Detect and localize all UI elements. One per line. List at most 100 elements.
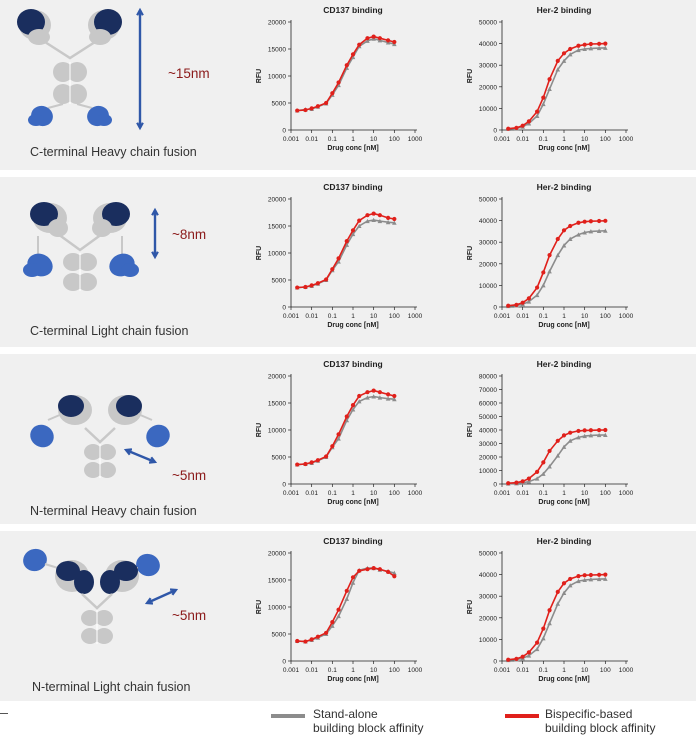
fc-domain <box>84 462 102 478</box>
data-point-bispecific <box>588 219 593 224</box>
chart-6: Her-2 binding 0 10000 20000 30000 40000 50000 6… <box>467 359 634 506</box>
y-tick-label: 30000 <box>479 240 497 247</box>
data-point-bispecific <box>357 218 362 223</box>
series-line-standalone <box>297 395 395 466</box>
data-point-standalone <box>392 570 397 575</box>
legend-bispecific-line2: building block affinity <box>545 721 656 735</box>
data-point-bispecific <box>324 630 329 636</box>
x-tick-label: 100 <box>600 667 611 674</box>
chart-title: Her-2 binding <box>537 536 592 546</box>
distance-label-3: ~5nm <box>172 468 207 483</box>
x-tick-label: 0.01 <box>305 667 318 674</box>
binder-domain <box>56 561 80 581</box>
fab-arm-left <box>58 395 92 425</box>
data-point-standalone <box>534 476 540 481</box>
fab-arm-left <box>30 202 68 237</box>
data-point-bispecific <box>392 574 397 579</box>
data-point-bispecific <box>371 388 376 393</box>
x-tick-label: 10 <box>581 667 589 674</box>
data-point-bispecific <box>541 626 546 631</box>
x-tick-label: 1 <box>562 313 566 320</box>
x-tick-label: 1000 <box>619 667 634 674</box>
data-point-bispecific <box>365 567 370 572</box>
fab-arm-left <box>55 560 94 594</box>
y-tick-label: 20000 <box>268 551 286 558</box>
x-tick-label: 0.01 <box>305 313 318 320</box>
data-point-bispecific <box>582 42 587 47</box>
y-tick-label: 0 <box>493 482 497 489</box>
y-tick-label: 0 <box>493 305 497 312</box>
data-point-bispecific <box>526 476 531 481</box>
data-point-bispecific <box>506 126 511 131</box>
data-point-bispecific <box>597 428 602 433</box>
fused-domain <box>96 114 112 126</box>
y-tick-label: 10000 <box>479 106 497 113</box>
arrow-head <box>144 597 154 605</box>
distance-label-1: ~15nm <box>168 66 210 81</box>
arrow-head <box>151 251 159 260</box>
y-axis-label: RFU <box>256 246 263 260</box>
fused-domain <box>23 548 47 572</box>
x-tick-label: 10 <box>370 136 378 143</box>
data-point-standalone <box>344 242 350 247</box>
x-axis-label: Drug conc [nM] <box>538 499 589 506</box>
arrow-shaft <box>146 588 177 605</box>
binder-domain <box>30 202 58 226</box>
data-point-standalone <box>596 45 602 51</box>
binder-domain <box>74 570 94 594</box>
data-point-standalone <box>576 435 581 440</box>
fc-region <box>84 444 116 478</box>
chart-1: CD137 binding 0 5000 10000 15000 20000 0.001 0.… <box>256 5 423 152</box>
data-point-standalone <box>588 229 594 234</box>
data-point-standalone <box>547 86 552 91</box>
fab-arm-right <box>92 202 130 237</box>
data-point-standalone <box>555 252 561 258</box>
series-line-bispecific <box>297 212 395 289</box>
data-point-bispecific <box>603 41 608 46</box>
data-point-bispecific <box>336 80 341 85</box>
y-axis-label: RFU <box>467 600 474 614</box>
fc-domain <box>95 610 113 626</box>
data-point-bispecific <box>344 414 349 419</box>
data-point-bispecific <box>344 588 349 593</box>
data-point-bispecific <box>365 36 370 41</box>
y-axis-label: RFU <box>256 423 263 437</box>
panel-4 <box>0 531 696 701</box>
x-tick-label: 100 <box>389 667 400 674</box>
data-point-standalone <box>588 433 594 438</box>
arrow-head <box>123 448 133 456</box>
y-tick-label: 30000 <box>479 594 497 601</box>
y-tick-label: 20000 <box>268 20 286 27</box>
hinge <box>57 232 103 252</box>
data-point-bispecific <box>568 223 573 229</box>
data-point-bispecific <box>568 576 573 582</box>
data-point-standalone <box>534 113 540 118</box>
x-tick-label: 100 <box>389 313 400 320</box>
chart-title: CD137 binding <box>323 536 383 546</box>
y-tick-label: 0 <box>493 659 497 666</box>
data-point-standalone <box>377 395 383 400</box>
data-point-bispecific <box>392 216 397 222</box>
data-point-standalone <box>576 47 581 53</box>
data-point-standalone <box>336 259 341 264</box>
x-tick-label: 1 <box>562 490 566 497</box>
x-tick-label: 0.01 <box>516 136 529 143</box>
chart-title: CD137 binding <box>323 182 383 192</box>
chart-4: Her-2 binding 0 10000 20000 30000 40000 50000 0… <box>467 182 634 329</box>
data-point-bispecific <box>330 444 335 449</box>
chart-title: CD137 binding <box>323 5 383 15</box>
data-point-standalone <box>547 464 552 469</box>
data-point-bispecific <box>386 392 391 397</box>
data-point-bispecific <box>582 428 587 433</box>
y-tick-label: 50000 <box>479 20 497 27</box>
x-tick-label: 10 <box>581 136 589 143</box>
x-tick-label: 10 <box>370 667 378 674</box>
series-line-bispecific <box>508 42 606 130</box>
linker <box>47 103 93 109</box>
antibody-c-terminal-heavy-chain-fusion-icon <box>17 7 144 131</box>
y-tick-label: 40000 <box>479 572 497 579</box>
hinge <box>81 593 113 610</box>
x-axis-label: Drug conc [nM] <box>327 322 378 329</box>
x-tick-label: 1000 <box>619 490 634 497</box>
fab-arm-right <box>100 560 139 594</box>
